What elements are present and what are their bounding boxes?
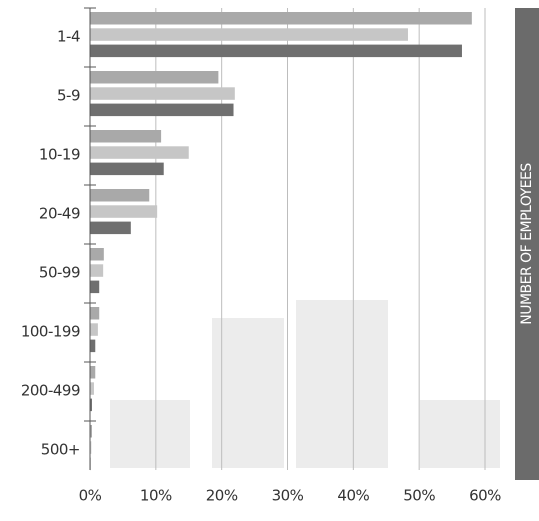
- bar: [90, 189, 150, 202]
- background-illustration: [110, 300, 500, 468]
- x-tick-label: 50%: [403, 487, 435, 505]
- y-tick-label: 50-99: [39, 264, 80, 282]
- bar: [90, 87, 235, 100]
- y-tick-label: 5-9: [57, 87, 80, 105]
- y-tick-label: 100-199: [21, 323, 80, 341]
- bar: [90, 205, 158, 218]
- bar: [90, 146, 189, 159]
- bar: [90, 339, 96, 353]
- x-tick-label: 40%: [337, 487, 369, 505]
- bar: [90, 71, 219, 84]
- x-tick-label: 30%: [272, 487, 304, 505]
- bar: [90, 221, 131, 235]
- bar: [90, 264, 104, 277]
- bar: [90, 323, 98, 336]
- bar: [90, 130, 162, 143]
- bar: [90, 248, 104, 261]
- side-label: NUMBER OF EMPLOYEES: [519, 163, 535, 325]
- bar: [90, 44, 462, 58]
- bar: [90, 280, 100, 294]
- bar: [90, 162, 164, 176]
- x-tick-label: 20%: [206, 487, 238, 505]
- y-tick-label: 10-19: [39, 146, 80, 164]
- bar: [90, 425, 92, 438]
- bar: [90, 382, 94, 395]
- y-tick-label: 1-4: [57, 28, 80, 46]
- x-tick-label: 0%: [79, 487, 102, 505]
- x-tick-label: 60%: [469, 487, 501, 505]
- y-tick-label: 20-49: [39, 205, 80, 223]
- y-tick-label: 500+: [41, 441, 80, 459]
- bar: [90, 441, 92, 454]
- side-band: [515, 8, 539, 480]
- bar: [90, 307, 100, 320]
- x-tick-label: 10%: [140, 487, 172, 505]
- bar: [90, 398, 92, 412]
- bar: [90, 366, 96, 379]
- bar: [90, 12, 472, 25]
- bar: [90, 28, 408, 41]
- bar: [90, 103, 234, 117]
- y-tick-label: 200-499: [21, 382, 80, 400]
